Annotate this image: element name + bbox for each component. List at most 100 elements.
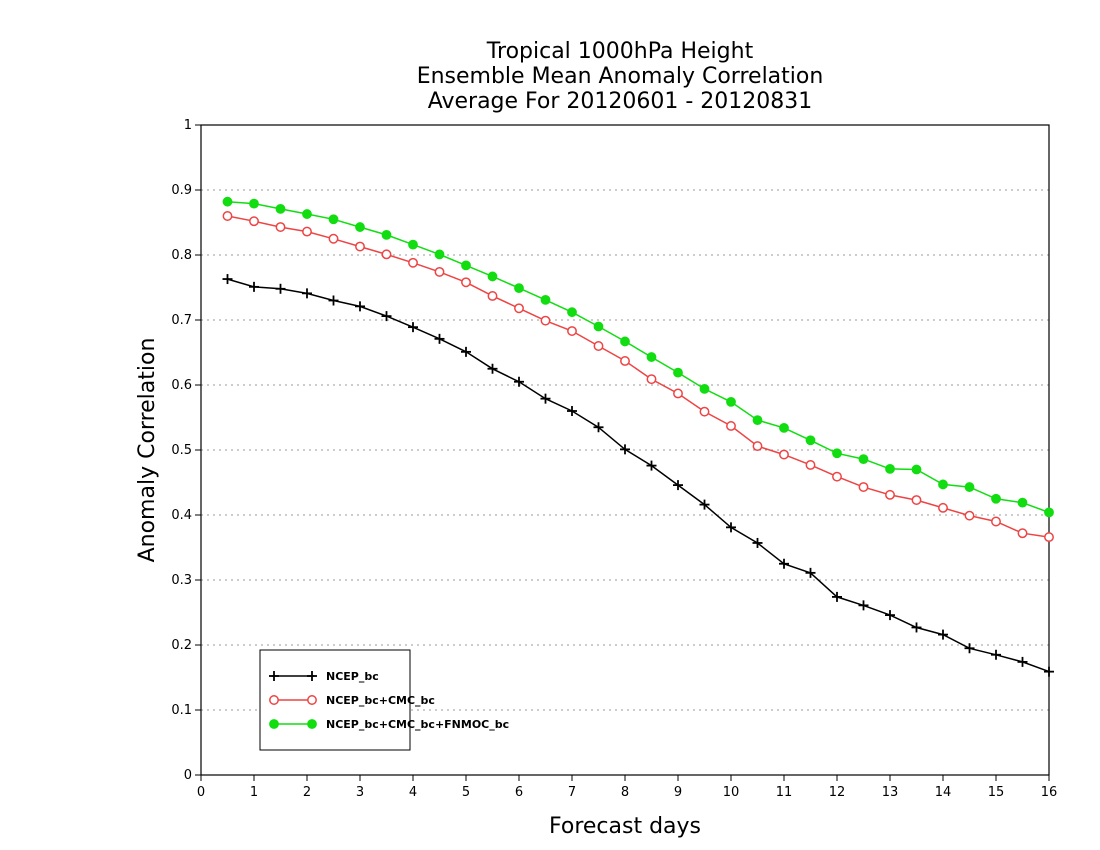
data-point bbox=[964, 510, 975, 521]
data-point bbox=[699, 384, 710, 394]
data-point bbox=[275, 222, 286, 233]
data-point bbox=[620, 444, 630, 455]
data-point bbox=[646, 374, 657, 385]
data-point bbox=[461, 260, 471, 271]
data-point bbox=[328, 233, 339, 244]
x-tick-label: 16 bbox=[1041, 785, 1058, 800]
data-point bbox=[885, 463, 895, 474]
legend-marker bbox=[269, 695, 279, 705]
data-point bbox=[249, 198, 259, 209]
y-tick-label: 0.9 bbox=[171, 183, 192, 198]
chart-title: Tropical 1000hPa Height Ensemble Mean An… bbox=[417, 39, 824, 114]
data-point bbox=[487, 271, 498, 282]
x-tick-label: 12 bbox=[829, 785, 846, 800]
data-point bbox=[249, 281, 259, 292]
data-point bbox=[964, 482, 975, 492]
legend-entry: NCEP_bc+CMC_bc bbox=[269, 694, 435, 707]
data-point bbox=[752, 537, 763, 548]
data-point bbox=[991, 649, 1001, 660]
data-point bbox=[911, 464, 922, 475]
data-point bbox=[540, 393, 551, 404]
x-tick-label: 6 bbox=[515, 785, 523, 800]
data-point bbox=[911, 622, 922, 633]
data-point bbox=[673, 480, 683, 491]
data-point bbox=[805, 435, 816, 446]
data-point bbox=[726, 522, 736, 533]
x-tick-label: 2 bbox=[303, 785, 311, 800]
data-point bbox=[620, 336, 630, 347]
legend-marker bbox=[307, 671, 317, 681]
x-tick-label: 10 bbox=[723, 785, 740, 800]
data-point bbox=[567, 307, 577, 318]
data-point bbox=[673, 367, 683, 378]
data-point bbox=[540, 294, 551, 305]
legend-marker bbox=[307, 719, 317, 729]
data-point bbox=[302, 226, 312, 237]
data-point bbox=[355, 222, 365, 232]
data-point bbox=[381, 249, 392, 260]
x-tick-label: 0 bbox=[197, 785, 205, 800]
x-tick-label: 11 bbox=[776, 785, 793, 800]
data-point bbox=[461, 346, 471, 357]
data-point bbox=[222, 274, 233, 285]
data-point bbox=[752, 415, 763, 426]
legend: NCEP_bc NCEP_bc+CMC_bc NCEP_bc+CMC_bc+FNMO… bbox=[259, 649, 509, 751]
y-tick-label: 0.5 bbox=[171, 443, 192, 458]
data-point bbox=[779, 558, 789, 569]
data-point bbox=[832, 448, 842, 459]
x-tick-label: 3 bbox=[356, 785, 364, 800]
data-point bbox=[858, 600, 869, 611]
data-point bbox=[991, 493, 1001, 504]
data-point bbox=[593, 341, 604, 351]
x-axis-label: Forecast days bbox=[549, 814, 701, 839]
data-point bbox=[434, 249, 445, 260]
data-point bbox=[355, 301, 365, 312]
data-point bbox=[434, 266, 445, 277]
data-point bbox=[302, 288, 312, 299]
data-point bbox=[222, 211, 233, 221]
y-axis-label: Anomaly Correlation bbox=[135, 338, 160, 563]
data-point bbox=[408, 239, 418, 250]
y-tick-label: 1 bbox=[184, 118, 192, 133]
data-point bbox=[885, 610, 895, 621]
y-tick-label: 0.1 bbox=[171, 703, 192, 718]
series-2 bbox=[222, 211, 1054, 543]
data-point bbox=[911, 495, 922, 505]
data-point bbox=[938, 502, 948, 513]
data-point bbox=[355, 241, 365, 252]
data-point bbox=[885, 489, 895, 500]
legend-marker bbox=[307, 695, 317, 705]
x-tick-label: 7 bbox=[568, 785, 576, 800]
data-point bbox=[1017, 497, 1028, 508]
data-point bbox=[1044, 507, 1054, 518]
series-1 bbox=[222, 274, 1054, 677]
data-point bbox=[805, 567, 816, 578]
data-point bbox=[514, 303, 524, 314]
series-3 bbox=[222, 196, 1054, 518]
data-point bbox=[593, 422, 604, 433]
series-line bbox=[227, 278, 1050, 673]
data-point bbox=[964, 643, 975, 654]
y-tick-label: 0.6 bbox=[171, 378, 192, 393]
x-tick-label: 13 bbox=[882, 785, 899, 800]
y-tick-label: 0.7 bbox=[171, 313, 192, 328]
data-point bbox=[222, 196, 233, 207]
title-line-1: Tropical 1000hPa Height bbox=[486, 39, 754, 64]
data-point bbox=[275, 203, 286, 214]
data-point bbox=[646, 352, 657, 362]
data-point bbox=[487, 363, 498, 374]
x-tick-label: 9 bbox=[674, 785, 682, 800]
data-point bbox=[991, 516, 1001, 527]
data-point bbox=[540, 315, 551, 326]
data-point bbox=[938, 479, 948, 490]
legend-label: NCEP_bc+CMC_bc bbox=[326, 694, 435, 707]
data-point bbox=[381, 229, 392, 240]
x-tick-label: 5 bbox=[462, 785, 470, 800]
y-axis: 0 0.1 0.2 0.3 0.4 0.5 0.6 0.7 0.8 0.9 1 bbox=[171, 118, 201, 783]
data-point bbox=[328, 295, 339, 306]
data-point bbox=[593, 321, 604, 332]
x-tick-label: 1 bbox=[250, 785, 258, 800]
x-tick-label: 15 bbox=[988, 785, 1005, 800]
data-point bbox=[1044, 532, 1054, 543]
